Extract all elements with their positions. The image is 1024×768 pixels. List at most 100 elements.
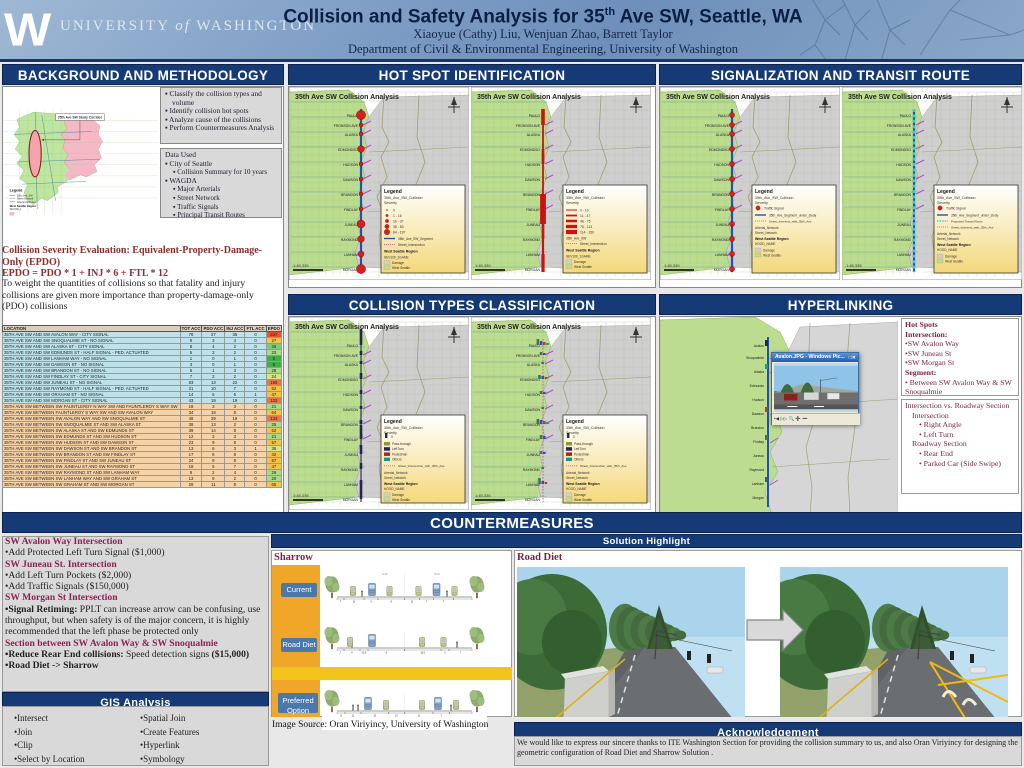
svg-text:LeftTurn: LeftTurn <box>574 447 586 451</box>
svg-text:DAWSON: DAWSON <box>525 178 541 182</box>
svg-text:Legend: Legend <box>566 189 584 195</box>
svg-text:LANHAM: LANHAM <box>344 483 358 487</box>
svg-text:Street_Network: Street_Network <box>755 231 777 235</box>
svg-text:Street_Intersection: Street_Intersection <box>398 243 425 247</box>
svg-text:ALASKA: ALASKA <box>345 363 359 367</box>
svg-text:MORGAN: MORGAN <box>896 268 912 272</box>
svg-text:FRONSON AVE: FRONSON AVE <box>887 124 912 128</box>
svg-text:West Seattle Region: West Seattle Region <box>10 204 37 208</box>
svg-text:HUDSON: HUDSON <box>896 163 911 167</box>
svg-text:LANHAM: LANHAM <box>526 483 540 487</box>
svg-text:HUDSON: HUDSON <box>343 163 358 167</box>
svg-text:Others: Others <box>574 458 584 462</box>
svg-text:Pass-through: Pass-through <box>392 442 411 446</box>
svg-text:JUNEAU: JUNEAU <box>526 223 540 227</box>
svg-text:RAYMOND: RAYMOND <box>341 468 359 472</box>
svg-text:HOOD_NAME: HOOD_NAME <box>937 248 958 252</box>
svg-text:JUNEAU: JUNEAU <box>344 453 358 457</box>
svg-text:Lanham: Lanham <box>752 482 764 486</box>
svg-text:BRANDON: BRANDON <box>341 193 359 197</box>
svg-text:PAULO: PAULO <box>347 344 359 348</box>
svg-text:West Seattle: West Seattle <box>574 498 592 502</box>
svg-text:FRONSON AVE: FRONSON AVE <box>516 124 541 128</box>
svg-text:0 - 10: 0 - 10 <box>580 208 589 212</box>
svg-text:FRONSON AVE: FRONSON AVE <box>334 354 359 358</box>
svg-text:Severity: Severity <box>755 201 768 205</box>
svg-text:EDMONDSO: EDMONDSO <box>520 148 540 152</box>
svg-text:Legend: Legend <box>384 189 402 195</box>
svg-text:Street Network: Street Network <box>17 198 34 201</box>
svg-text:114 - 150: 114 - 150 <box>580 230 594 234</box>
svg-text:ALASKA: ALASKA <box>527 133 541 137</box>
svg-text:Legend: Legend <box>384 419 402 425</box>
svg-text:Avalon: Avalon <box>754 344 764 348</box>
svg-text:1:45,335: 1:45,335 <box>846 263 862 268</box>
svg-text:LANHAM: LANHAM <box>897 253 911 257</box>
svg-text:Raymond: Raymond <box>749 468 764 472</box>
svg-text:RAYMOND: RAYMOND <box>523 238 541 242</box>
svg-text:Damage: Damage <box>574 260 586 264</box>
svg-text:Street_Network: Street_Network <box>566 476 588 480</box>
svg-text:SEV100_1: SEV100_1 <box>10 208 22 211</box>
svg-text:LANHAM: LANHAM <box>526 253 540 257</box>
svg-text:Severity: Severity <box>937 201 950 205</box>
svg-text:38 - 83: 38 - 83 <box>393 225 404 229</box>
svg-text:BRANDON: BRANDON <box>712 193 730 197</box>
svg-text:BRANDON: BRANDON <box>894 193 912 197</box>
svg-text:Street_Network: Street_Network <box>937 237 959 241</box>
svg-text:Pass-through: Pass-through <box>574 442 593 446</box>
svg-text:HUDSON: HUDSON <box>343 393 358 397</box>
svg-text:Legend: Legend <box>755 189 773 195</box>
svg-text:Others: Others <box>392 458 402 462</box>
svg-text:FRONSON AVE: FRONSON AVE <box>334 124 359 128</box>
svg-text:MORGAN: MORGAN <box>714 268 730 272</box>
svg-text:35th_Ave_SW_Segment: 35th_Ave_SW_Segment <box>398 237 433 241</box>
svg-text:Legend: Legend <box>937 189 955 195</box>
svg-text:Arterial_Network: Arterial_Network <box>937 232 961 236</box>
svg-text:Severity: Severity <box>566 201 579 205</box>
svg-text:PAULO: PAULO <box>718 114 730 118</box>
svg-text:FINDLAY: FINDLAY <box>344 438 359 442</box>
svg-text:ALASKA: ALASKA <box>345 133 359 137</box>
svg-text:1:45,335: 1:45,335 <box>475 493 491 498</box>
svg-text:FINDLAY: FINDLAY <box>897 208 912 212</box>
svg-text:Arterial Attributes: Arterial Attributes <box>17 201 37 204</box>
svg-text:MORGAN: MORGAN <box>343 498 359 502</box>
svg-text:West Seattle Region: West Seattle Region <box>755 237 789 241</box>
svg-text:Traffic Signal: Traffic Signal <box>946 206 966 210</box>
svg-text:Morgan: Morgan <box>753 496 765 500</box>
svg-text:Brandon: Brandon <box>751 426 764 430</box>
svg-text:84 - 197: 84 - 197 <box>393 231 406 235</box>
svg-text:West Seattle Region: West Seattle Region <box>384 250 418 254</box>
svg-text:Juneau: Juneau <box>753 454 764 458</box>
svg-text:35th_Ave_Segment_under_study: 35th_Ave_Segment_under_study <box>769 213 817 217</box>
svg-text:Arterial_Network: Arterial_Network <box>384 471 408 475</box>
svg-text:RAYMOND: RAYMOND <box>712 238 730 242</box>
svg-text:FRONSON AVE: FRONSON AVE <box>516 354 541 358</box>
svg-text:EDMONDSO: EDMONDSO <box>709 148 729 152</box>
svg-text:HUDSON: HUDSON <box>714 163 729 167</box>
svg-text:JUNEAU: JUNEAU <box>715 223 729 227</box>
svg-text:BRANDON: BRANDON <box>523 193 541 197</box>
svg-text:Dawson: Dawson <box>752 412 764 416</box>
svg-text:35th_Ave_SW_Collision: 35th_Ave_SW_Collision <box>937 196 976 200</box>
svg-text:SEV100_1GAME: SEV100_1GAME <box>384 256 409 260</box>
svg-text:0: 0 <box>391 435 393 439</box>
svg-text:Arterial_Network: Arterial_Network <box>755 226 779 230</box>
svg-text:0: 0 <box>393 209 395 213</box>
svg-text:Street_Intersection_with_35th_: Street_Intersection_with_35th_Ave <box>580 464 627 468</box>
svg-text:Legend: Legend <box>566 419 584 425</box>
svg-text:35th Ave SW Collision Analysis: 35th Ave SW Collision Analysis <box>477 324 581 331</box>
svg-text:West Seattle: West Seattle <box>945 259 963 263</box>
svg-text:DAWSON: DAWSON <box>343 178 359 182</box>
svg-text:76 - 113: 76 - 113 <box>580 225 592 229</box>
svg-text:North: North <box>435 573 441 576</box>
svg-text:Damage: Damage <box>574 493 586 497</box>
svg-text:10.5: 10.5 <box>362 653 367 655</box>
svg-text:BRANDON: BRANDON <box>341 423 359 427</box>
svg-text:Street_Intersection_with_35th_: Street_Intersection_with_35th_Ave <box>398 464 445 468</box>
svg-text:35th Ave SW Collision Analysis: 35th Ave SW Collision Analysis <box>848 94 952 101</box>
svg-text:35th_Ave_SW_Collision: 35th_Ave_SW_Collision <box>384 196 423 200</box>
svg-text:LANHAM: LANHAM <box>715 253 729 257</box>
svg-text:EDMONDSO: EDMONDSO <box>520 378 540 382</box>
